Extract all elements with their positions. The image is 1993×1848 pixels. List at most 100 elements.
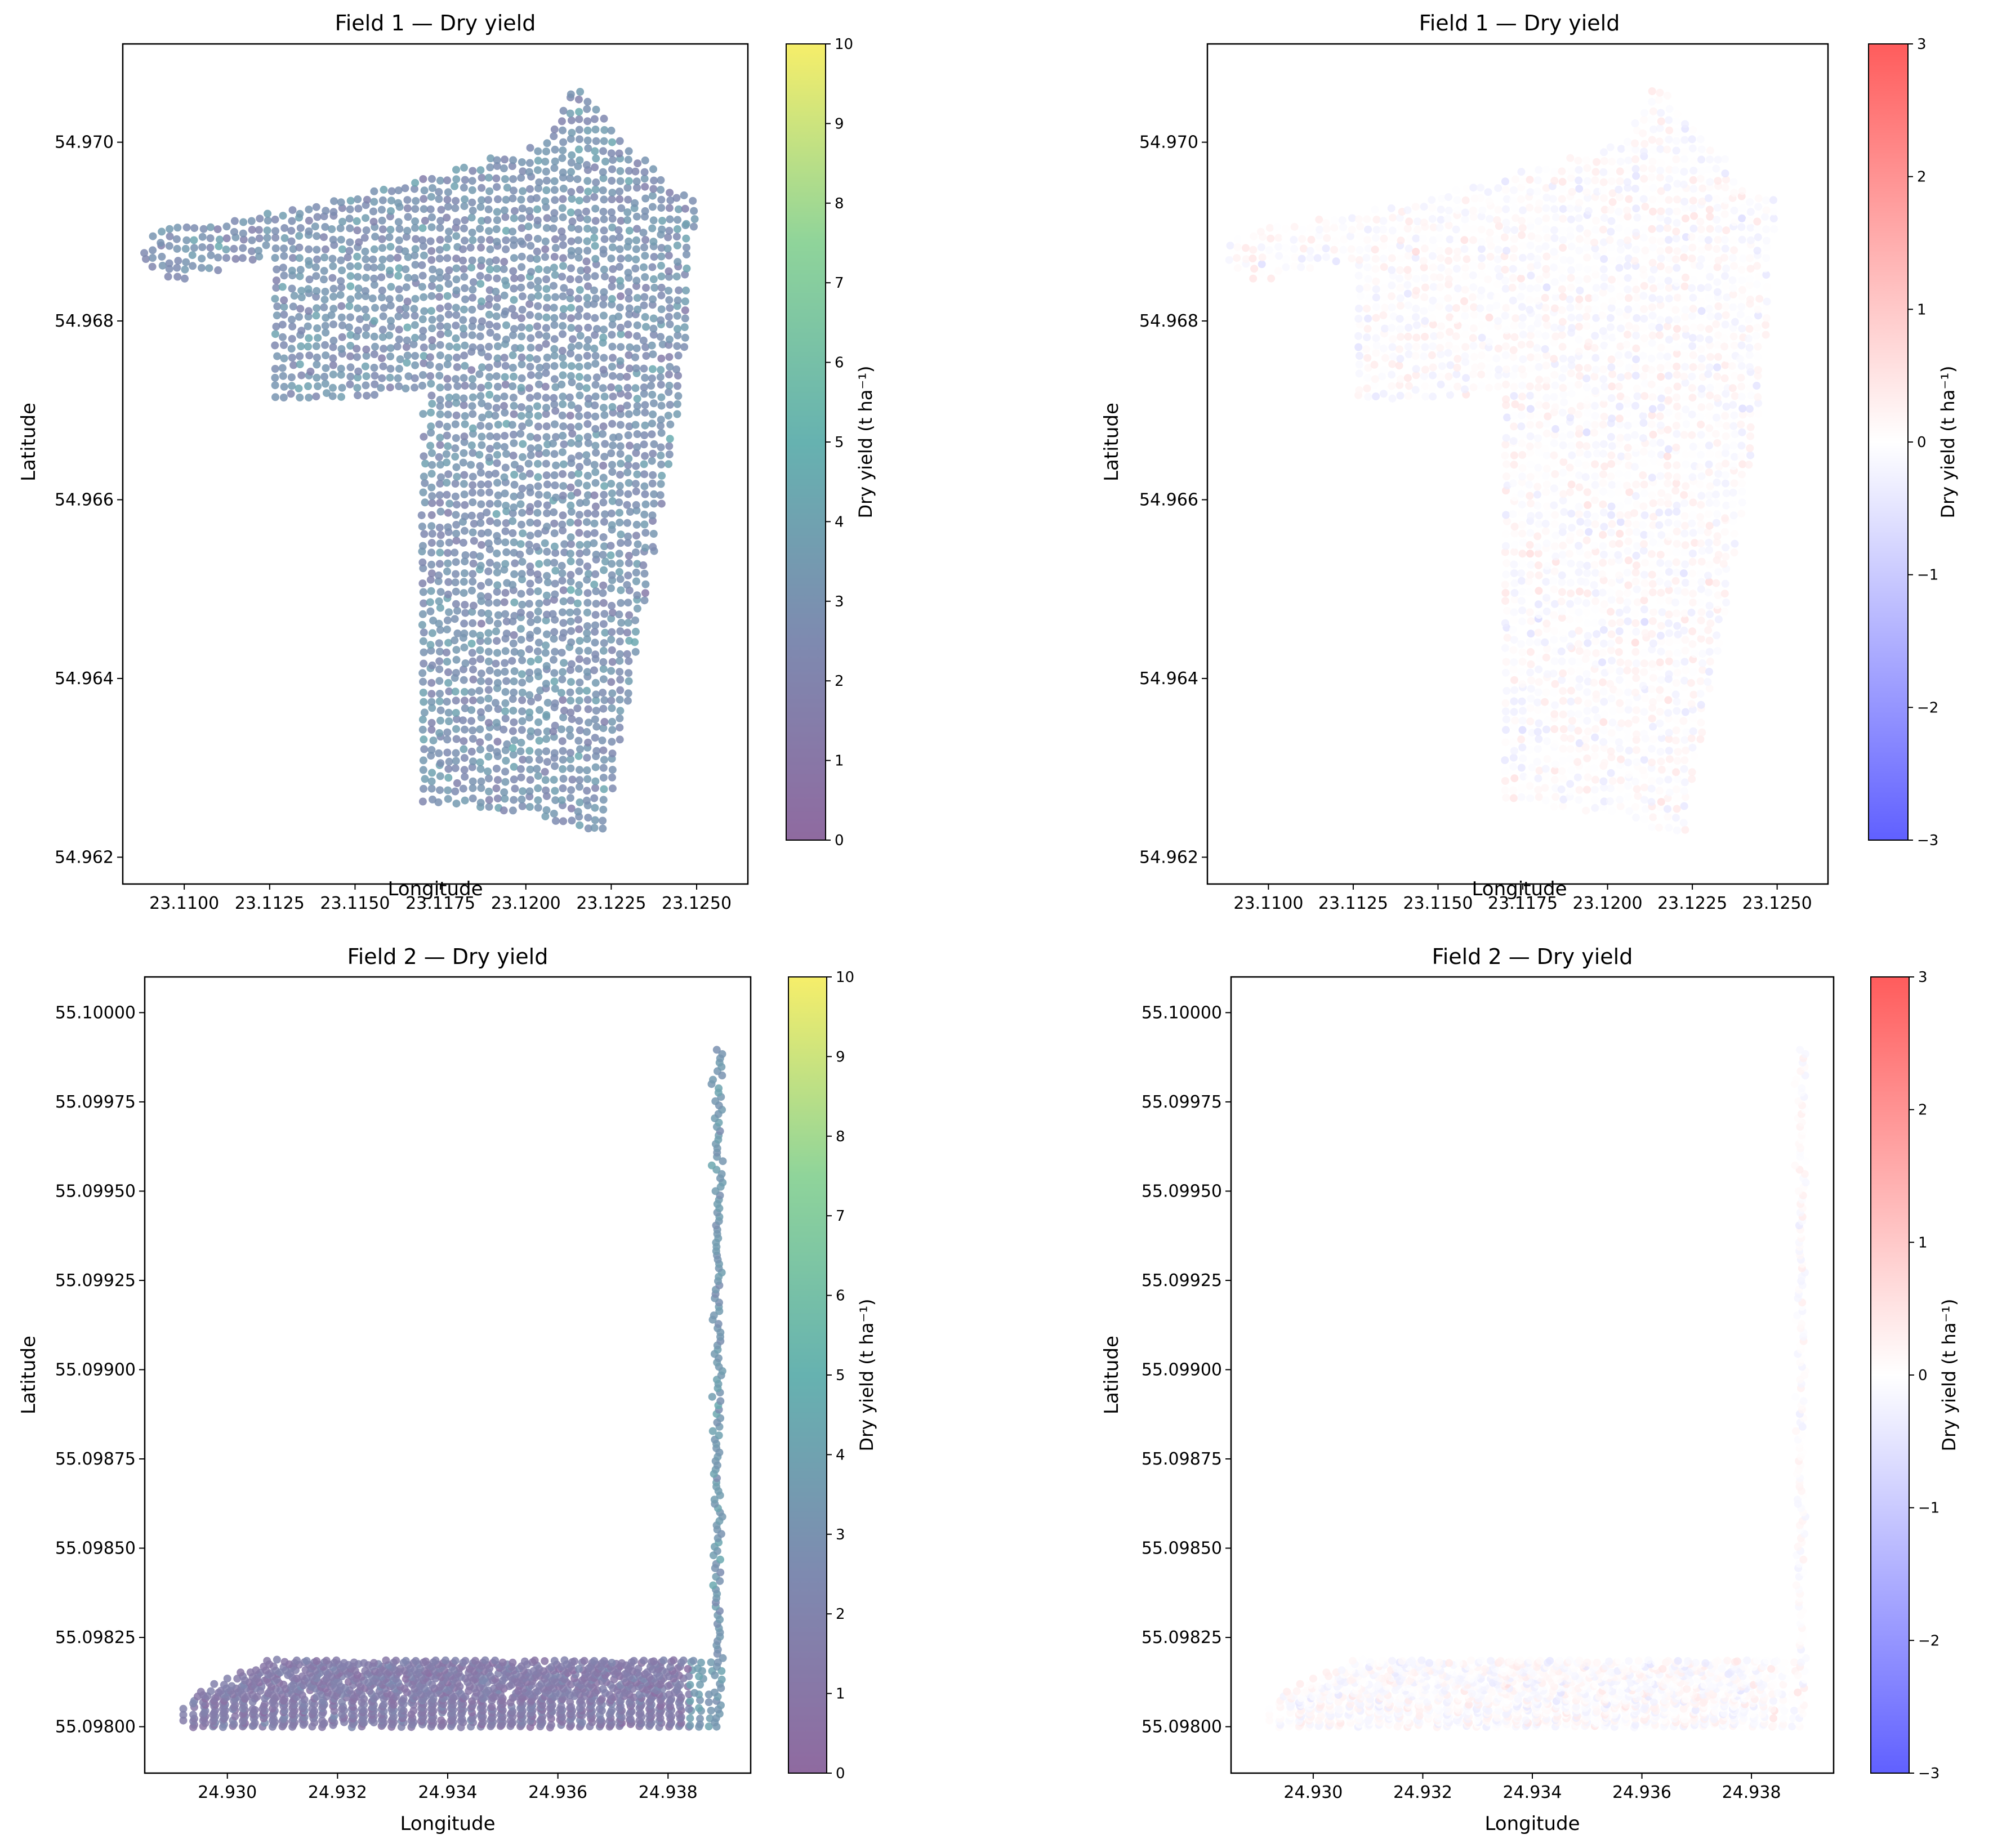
data-point — [346, 282, 355, 291]
data-point — [1559, 557, 1568, 566]
data-point — [599, 168, 607, 176]
data-point — [1527, 694, 1535, 703]
data-point — [633, 402, 641, 410]
data-point — [273, 352, 282, 360]
data-point — [591, 502, 600, 511]
data-point — [1534, 206, 1542, 214]
data-point — [1542, 578, 1550, 586]
data-point — [657, 451, 665, 459]
data-point — [500, 291, 509, 300]
data-point — [1599, 246, 1607, 255]
data-point — [525, 645, 533, 654]
data-point — [436, 235, 444, 244]
data-point — [461, 284, 469, 292]
data-point — [1526, 432, 1535, 440]
data-point — [436, 341, 444, 349]
data-point — [1689, 498, 1697, 507]
data-point — [328, 255, 337, 263]
data-point — [583, 300, 592, 309]
data-point — [1403, 225, 1412, 233]
data-point — [271, 381, 279, 390]
data-point — [665, 381, 674, 390]
data-point — [1624, 471, 1632, 479]
data-point — [453, 472, 461, 481]
data-point — [1428, 314, 1437, 323]
data-point — [510, 254, 518, 262]
data-point — [1444, 334, 1453, 342]
data-point — [420, 343, 428, 351]
data-point — [1737, 452, 1746, 461]
data-point — [1624, 547, 1632, 555]
data-point — [371, 342, 379, 351]
data-point — [1509, 253, 1518, 262]
data-point — [1444, 247, 1453, 255]
data-point — [1453, 382, 1462, 391]
data-point — [1606, 588, 1615, 597]
data-point — [631, 264, 640, 273]
data-point — [1583, 688, 1591, 697]
data-point — [492, 404, 501, 412]
data-point — [1298, 255, 1306, 263]
data-point — [1721, 579, 1729, 588]
data-point — [421, 498, 429, 507]
data-point — [510, 284, 518, 293]
data-point — [1633, 758, 1640, 766]
data-point — [467, 511, 476, 520]
data-point — [526, 765, 534, 774]
data-point — [534, 772, 542, 780]
data-point — [599, 746, 608, 755]
data-point — [1681, 541, 1689, 550]
data-point — [1267, 274, 1276, 283]
data-point — [517, 590, 525, 598]
data-point — [1664, 560, 1673, 568]
data-point — [435, 749, 443, 757]
data-point — [1624, 719, 1633, 727]
data-point — [289, 361, 298, 369]
data-point — [1689, 276, 1698, 284]
data-point — [1697, 501, 1705, 509]
data-point — [1405, 252, 1412, 260]
data-point — [534, 265, 543, 274]
data-point — [460, 202, 469, 211]
data-point — [576, 679, 584, 687]
data-point — [1477, 371, 1486, 379]
data-point — [640, 460, 648, 468]
data-point — [461, 216, 469, 224]
data-point — [576, 541, 584, 549]
data-point — [641, 343, 650, 351]
data-point — [420, 698, 428, 706]
data-point — [1648, 294, 1657, 302]
data-point — [1698, 650, 1707, 658]
data-point — [1632, 355, 1640, 364]
data-point — [411, 274, 419, 282]
data-point — [567, 439, 576, 447]
data-point — [1615, 185, 1623, 194]
data-point — [525, 168, 533, 176]
data-point — [469, 207, 477, 215]
data-point — [640, 383, 648, 391]
data-point — [1411, 386, 1420, 394]
data-point — [1673, 207, 1681, 216]
data-point — [484, 599, 493, 607]
data-point — [436, 217, 445, 225]
data-point — [558, 725, 565, 734]
data-point — [649, 410, 657, 418]
data-point — [1534, 330, 1542, 338]
data-point — [247, 217, 256, 225]
data-point — [419, 756, 427, 765]
data-point — [501, 538, 510, 547]
data-point — [559, 619, 568, 627]
data-point — [525, 405, 533, 413]
data-point — [1680, 224, 1689, 233]
data-point — [634, 540, 642, 548]
data-point — [1518, 726, 1527, 734]
data-point — [534, 276, 542, 285]
data-point — [525, 419, 533, 427]
data-point — [518, 656, 527, 664]
data-point — [1722, 432, 1730, 440]
data-point — [362, 323, 371, 332]
data-point — [649, 350, 657, 359]
data-point — [1339, 245, 1348, 254]
data-point — [452, 709, 460, 717]
data-point — [657, 393, 666, 401]
